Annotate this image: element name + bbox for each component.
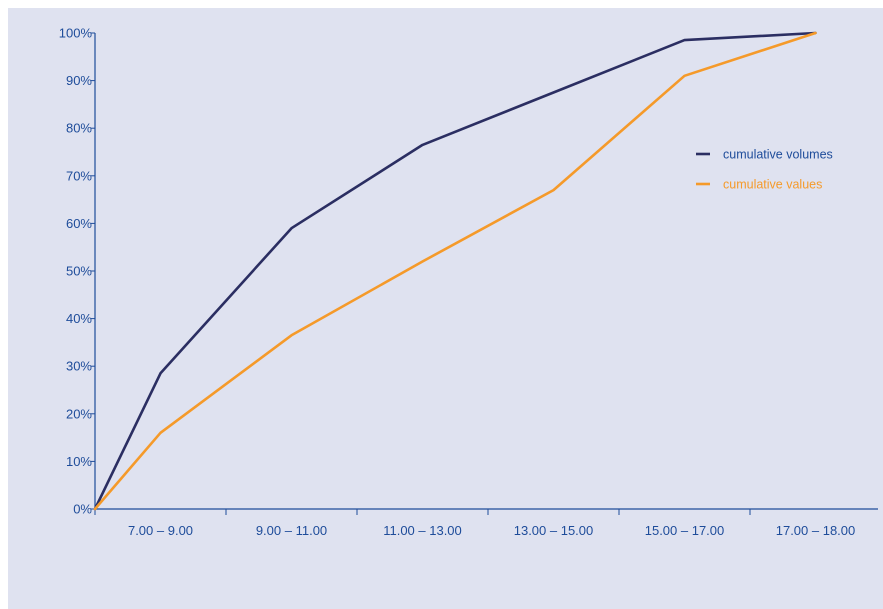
y-tick-label: 0% [73, 502, 92, 517]
y-tick-label: 70% [66, 168, 92, 183]
y-tick-label: 20% [66, 406, 92, 421]
y-tick-label: 50% [66, 264, 92, 279]
legend-label-cumulative-values: cumulative values [723, 178, 822, 192]
legend-label-cumulative-volumes: cumulative volumes [723, 148, 833, 162]
x-tick-label: 9.00 – 11.00 [256, 523, 327, 538]
x-tick-label: 13.00 – 15.00 [514, 523, 594, 538]
x-tick-label: 15.00 – 17.00 [645, 523, 725, 538]
axes: 0% 10% 20% 30% 40% 50% 60% 70% 80% 90% 100% 7.00 – … [59, 26, 878, 538]
y-tick-label: 40% [66, 311, 92, 326]
line-chart: 0% 10% 20% 30% 40% 50% 60% 70% 80% 90% 100% 7.00 – … [59, 26, 878, 538]
y-tick-label: 100% [59, 26, 93, 41]
x-tick-label: 17.00 – 18.00 [776, 523, 856, 538]
y-tick-label: 30% [66, 359, 92, 374]
y-tick-label: 80% [66, 121, 92, 136]
chart-panel: 0% 10% 20% 30% 40% 50% 60% 70% 80% 90% 100% 7.00 – … [8, 8, 883, 609]
y-tick-label: 10% [66, 454, 92, 469]
series-line-cumulative-values [93, 31, 817, 511]
x-tick-label: 7.00 – 9.00 [128, 523, 193, 538]
y-tick-label: 60% [66, 216, 92, 231]
y-tick-label: 90% [66, 73, 92, 88]
legend: cumulative volumes cumulative values [696, 148, 833, 192]
series-line-cumulative-volumes [93, 31, 817, 511]
series-lines [93, 31, 817, 511]
x-tick-label: 11.00 – 13.00 [383, 523, 462, 538]
